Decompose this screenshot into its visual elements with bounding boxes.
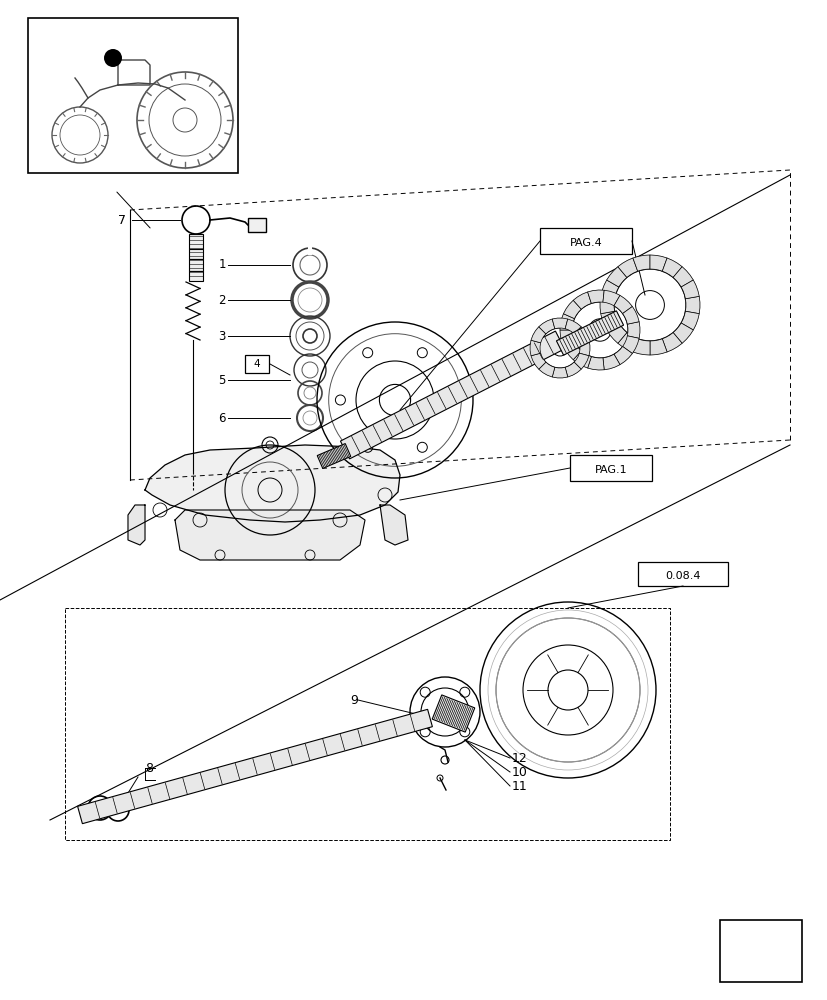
Text: 6: 6 bbox=[218, 412, 226, 424]
Polygon shape bbox=[627, 322, 639, 338]
Polygon shape bbox=[530, 327, 545, 343]
Text: 10: 10 bbox=[511, 766, 528, 778]
Bar bbox=[638, 562, 727, 586]
Polygon shape bbox=[606, 323, 626, 343]
Text: 4: 4 bbox=[253, 359, 260, 369]
Polygon shape bbox=[78, 709, 432, 824]
Polygon shape bbox=[556, 311, 623, 355]
Polygon shape bbox=[617, 333, 637, 352]
Polygon shape bbox=[174, 510, 365, 560]
Text: 7: 7 bbox=[118, 214, 126, 227]
Polygon shape bbox=[572, 292, 590, 309]
Text: 0.08.4: 0.08.4 bbox=[664, 571, 700, 581]
Text: PAG.1: PAG.1 bbox=[594, 465, 627, 475]
Bar bbox=[719, 920, 801, 982]
Polygon shape bbox=[563, 341, 581, 360]
Polygon shape bbox=[538, 319, 554, 334]
Polygon shape bbox=[662, 333, 681, 352]
Text: 1: 1 bbox=[218, 258, 226, 271]
Text: 9: 9 bbox=[350, 694, 357, 706]
Polygon shape bbox=[600, 311, 618, 330]
Polygon shape bbox=[552, 367, 567, 378]
Polygon shape bbox=[685, 296, 699, 314]
Polygon shape bbox=[145, 445, 399, 522]
Polygon shape bbox=[672, 267, 692, 287]
Text: PAG.4: PAG.4 bbox=[569, 238, 602, 248]
Bar bbox=[245, 355, 269, 373]
Text: 11: 11 bbox=[511, 780, 527, 792]
Polygon shape bbox=[573, 353, 588, 369]
Polygon shape bbox=[681, 311, 698, 330]
Text: 2: 2 bbox=[218, 294, 226, 306]
Polygon shape bbox=[632, 339, 649, 355]
Polygon shape bbox=[606, 267, 626, 287]
Polygon shape bbox=[572, 351, 590, 368]
Polygon shape bbox=[622, 306, 638, 324]
Bar bbox=[189, 249, 203, 259]
Polygon shape bbox=[622, 336, 638, 354]
Polygon shape bbox=[600, 296, 614, 314]
Polygon shape bbox=[380, 505, 408, 545]
Polygon shape bbox=[602, 290, 619, 306]
Polygon shape bbox=[573, 327, 588, 343]
Bar bbox=[539, 228, 631, 254]
Polygon shape bbox=[552, 318, 567, 329]
Polygon shape bbox=[739, 928, 782, 974]
Text: 5: 5 bbox=[218, 373, 226, 386]
Polygon shape bbox=[672, 323, 692, 343]
Polygon shape bbox=[530, 353, 545, 369]
Bar bbox=[189, 234, 203, 249]
Bar bbox=[248, 218, 265, 232]
Polygon shape bbox=[600, 280, 618, 299]
Bar bbox=[569, 455, 651, 481]
Polygon shape bbox=[88, 65, 118, 118]
Polygon shape bbox=[538, 362, 554, 377]
Polygon shape bbox=[632, 255, 649, 271]
Polygon shape bbox=[100, 68, 130, 82]
Bar bbox=[189, 259, 203, 271]
Polygon shape bbox=[317, 444, 351, 468]
Polygon shape bbox=[649, 255, 667, 271]
Polygon shape bbox=[681, 280, 698, 299]
Text: 8: 8 bbox=[145, 762, 153, 774]
Polygon shape bbox=[587, 290, 604, 303]
Polygon shape bbox=[617, 258, 637, 277]
Polygon shape bbox=[587, 357, 604, 370]
Polygon shape bbox=[559, 330, 574, 346]
Polygon shape bbox=[128, 505, 145, 545]
Polygon shape bbox=[565, 362, 581, 377]
Bar bbox=[189, 271, 203, 281]
Polygon shape bbox=[559, 314, 574, 330]
Polygon shape bbox=[579, 340, 589, 356]
Polygon shape bbox=[432, 695, 474, 732]
Circle shape bbox=[104, 49, 122, 67]
Polygon shape bbox=[662, 258, 681, 277]
Polygon shape bbox=[529, 340, 540, 356]
Polygon shape bbox=[78, 115, 95, 155]
Polygon shape bbox=[563, 300, 581, 319]
Polygon shape bbox=[649, 339, 667, 355]
Bar bbox=[28, 18, 237, 173]
Polygon shape bbox=[340, 331, 564, 459]
Polygon shape bbox=[565, 319, 581, 334]
Polygon shape bbox=[614, 295, 632, 314]
Text: 12: 12 bbox=[511, 752, 527, 764]
Polygon shape bbox=[739, 928, 782, 950]
Text: 3: 3 bbox=[218, 330, 226, 342]
Polygon shape bbox=[602, 354, 619, 370]
Polygon shape bbox=[614, 346, 632, 365]
